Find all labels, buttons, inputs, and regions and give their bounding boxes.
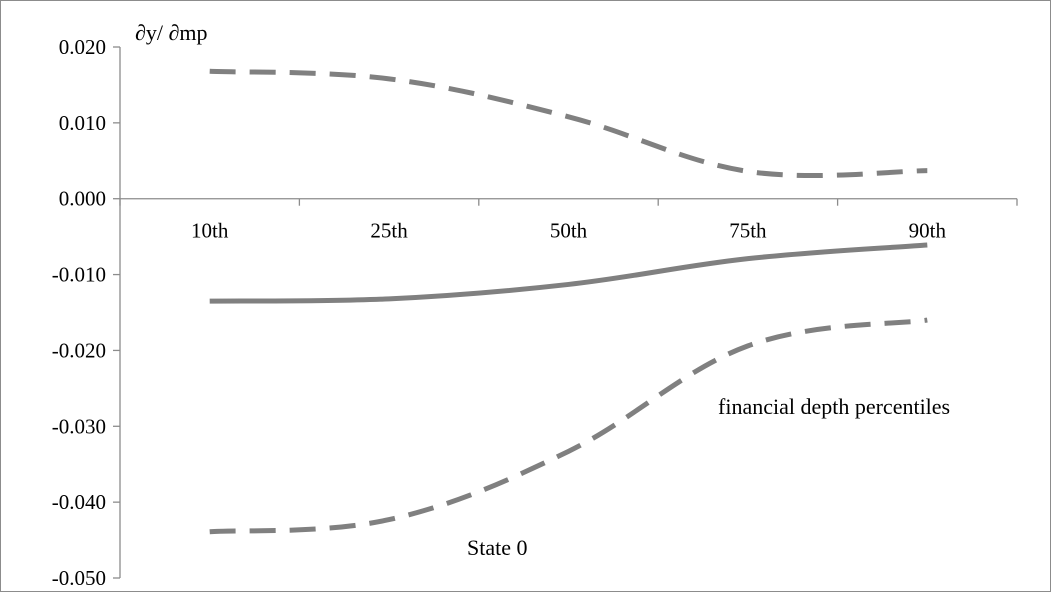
x-tick-label: 50th xyxy=(550,219,588,243)
x-tick-label: 75th xyxy=(729,219,767,243)
x-axis-label: financial depth percentiles xyxy=(718,394,950,419)
x-tick-labels: 10th 25th 50th 75th 90th xyxy=(191,219,946,243)
axes xyxy=(113,46,1018,579)
y-tick-label: -0.010 xyxy=(52,263,106,287)
y-tick-label: 0.020 xyxy=(59,35,106,59)
y-tick-label: -0.020 xyxy=(52,338,106,362)
x-tick-label: 90th xyxy=(909,219,947,243)
series-line-estimate xyxy=(209,242,928,304)
x-tick-label: 10th xyxy=(191,219,229,243)
x-tick-label: 25th xyxy=(370,219,408,243)
y-tick-label: 0.000 xyxy=(59,187,106,211)
annotation-state-0: State 0 xyxy=(467,535,528,560)
series-line-lower xyxy=(209,317,928,535)
y-axis-label: ∂y/ ∂mp xyxy=(135,20,207,45)
y-tick-label: 0.010 xyxy=(59,111,106,135)
series-line-upper xyxy=(209,68,928,179)
series-lines xyxy=(209,68,928,535)
y-tick-label: -0.040 xyxy=(52,490,106,514)
y-tick-labels: 0.020 0.010 0.000 -0.010 -0.020 -0.030 -0.040 -… xyxy=(52,35,106,590)
y-tick-label: -0.050 xyxy=(52,566,106,590)
y-tick-label: -0.030 xyxy=(52,414,106,438)
